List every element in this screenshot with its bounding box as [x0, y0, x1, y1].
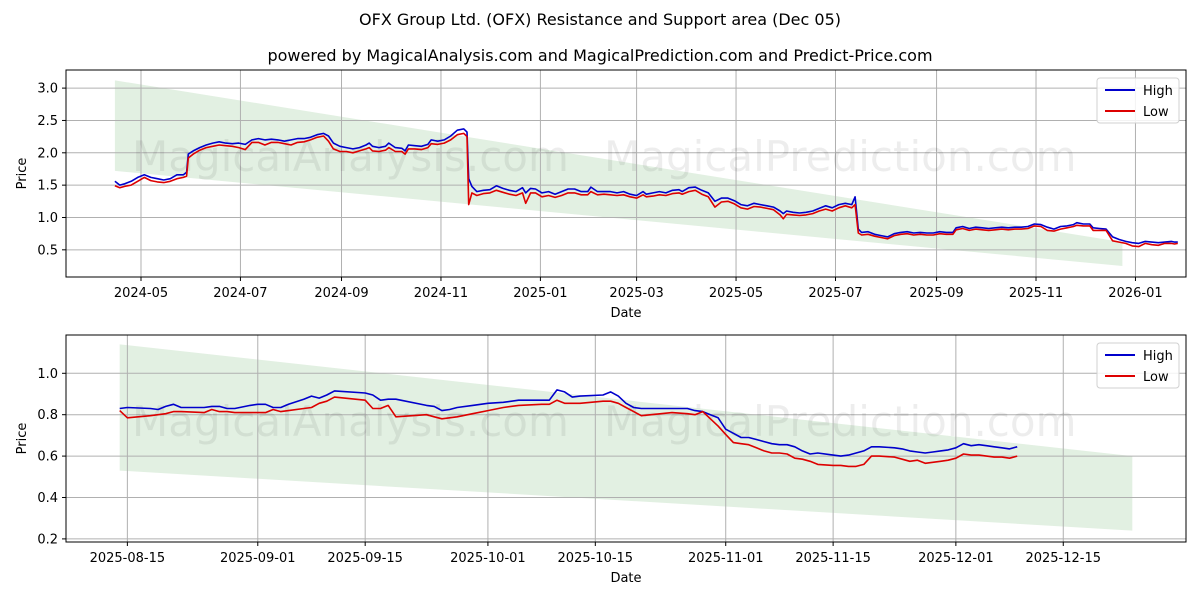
x-tick-label: 2024-05: [114, 286, 168, 301]
x-tick-label: 2025-01: [513, 286, 567, 301]
x-tick-label: 2024-09: [314, 286, 368, 301]
x-tick-label: 2024-07: [213, 286, 267, 301]
chart-subtitle: powered by MagicalAnalysis.com and Magic…: [267, 46, 933, 65]
series-lines: [119, 389, 1018, 468]
support-resistance-band: [119, 344, 1133, 531]
legend-label-high: High: [1143, 349, 1173, 364]
legend-label-low: Low: [1143, 105, 1169, 120]
x-tick-label: 2025-09-01: [220, 551, 296, 566]
legend-label-high: High: [1143, 84, 1173, 99]
y-tick-label: 0.2: [37, 532, 58, 547]
y-tick-label: 3.0: [37, 82, 58, 97]
y-tick-label: 0.5: [37, 243, 58, 258]
x-tick-label: 2024-11: [414, 286, 468, 301]
legend: High Low: [1096, 77, 1180, 124]
series-line-low: [114, 132, 1178, 248]
x-tick-label: 2025-11-01: [688, 551, 764, 566]
x-tick-label: 2025-07: [808, 286, 862, 301]
x-tick-label: 2025-09: [909, 286, 963, 301]
axes-frame: [65, 334, 1187, 543]
x-tick-label: 2025-11: [1009, 286, 1063, 301]
y-tick-label: 1.5: [37, 179, 58, 194]
watermark-text: MagicalPrediction.com: [604, 132, 1077, 181]
top-chart-panel: MagicalAnalysis.com MagicalPrediction.com…: [15, 69, 1187, 321]
watermark-text: MagicalPrediction.com: [604, 397, 1077, 446]
x-axis-label: Date: [610, 571, 641, 586]
y-tick-label: 2.5: [37, 114, 58, 129]
x-tick-label: 2025-11-15: [795, 551, 871, 566]
x-tick-label: 2025-05: [709, 286, 763, 301]
watermark-text: MagicalAnalysis.com: [132, 397, 569, 446]
x-tick-label: 2026-01: [1108, 286, 1162, 301]
y-tick-label: 0.4: [37, 491, 58, 506]
legend: High Low: [1096, 342, 1180, 389]
y-axis-label: Price: [15, 423, 30, 455]
x-tick-label: 2025-03: [609, 286, 663, 301]
bottom-chart-panel: MagicalAnalysis.com MagicalPrediction.com…: [15, 334, 1187, 586]
support-resistance-band: [114, 80, 1123, 267]
series-line-high: [119, 389, 1018, 457]
grid-lines: [66, 70, 1186, 277]
x-tick-label: 2025-10-15: [558, 551, 634, 566]
x-tick-label: 2025-08-15: [90, 551, 166, 566]
x-tick-label: 2025-09-15: [327, 551, 403, 566]
series-line-low: [119, 396, 1018, 468]
y-tick-label: 0.6: [37, 450, 58, 465]
x-tick-label: 2025-12-01: [918, 551, 994, 566]
x-tick-label: 2025-12-15: [1025, 551, 1101, 566]
x-axis-label: Date: [610, 306, 641, 321]
grid-lines: [66, 335, 1186, 542]
series-line-high: [114, 128, 1178, 245]
y-tick-label: 1.0: [37, 367, 58, 382]
legend-label-low: Low: [1143, 370, 1169, 385]
watermark-text: MagicalAnalysis.com: [132, 132, 569, 181]
y-tick-label: 2.0: [37, 146, 58, 161]
y-axis-label: Price: [15, 158, 30, 190]
chart-title: OFX Group Ltd. (OFX) Resistance and Supp…: [359, 10, 841, 29]
axes-frame: [65, 69, 1187, 278]
y-tick-label: 1.0: [37, 211, 58, 226]
y-tick-label: 0.8: [37, 408, 58, 423]
series-lines: [114, 128, 1178, 248]
x-tick-label: 2025-10-01: [450, 551, 526, 566]
